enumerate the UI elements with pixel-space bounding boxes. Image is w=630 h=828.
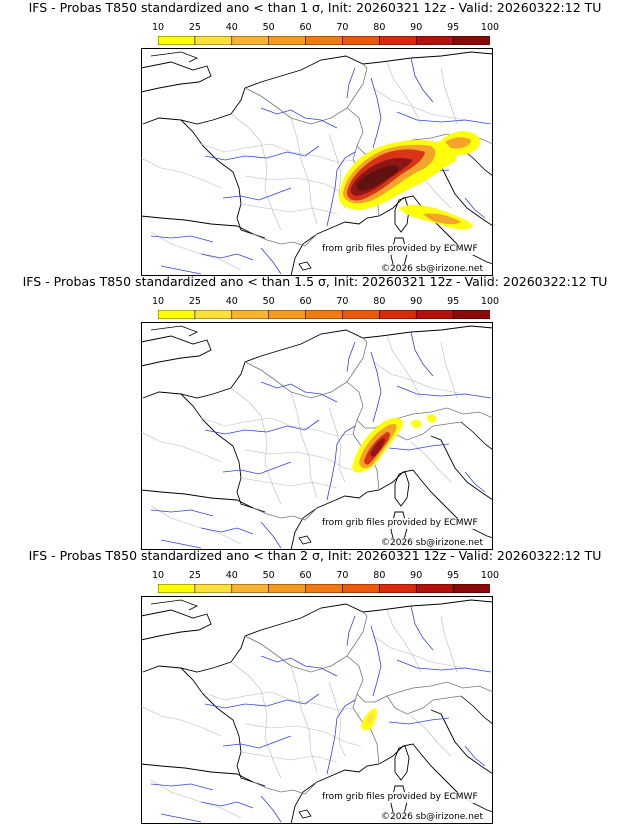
colorbar-segment — [158, 36, 196, 45]
colorbar-tick-label: 40 — [225, 296, 238, 307]
colorbar-segment — [305, 310, 344, 319]
colorbar-tick-label: 60 — [299, 22, 312, 33]
colorbar-tick-label: 80 — [373, 22, 386, 33]
copyright-credit: ©2026 sb@irizone.net — [380, 538, 484, 549]
colorbar-tick-label: 10 — [151, 570, 165, 581]
colorbar-tick-label: 80 — [373, 570, 386, 581]
colorbar-tick-label: 25 — [188, 570, 201, 581]
colorbar-tick-label: 70 — [336, 22, 349, 33]
colorbar-segment — [231, 36, 270, 45]
colorbar-tick-label: 40 — [225, 22, 238, 33]
colorbar-segment — [415, 310, 454, 319]
colorbar-tick-label: 95 — [447, 296, 460, 307]
colorbar-segment — [231, 310, 270, 319]
map — [141, 48, 493, 276]
map-frame — [141, 596, 493, 824]
colorbar-tick-label: 95 — [447, 22, 460, 33]
colorbar-tick-label: 100 — [480, 296, 500, 307]
colorbar-tick-label: 60 — [299, 296, 312, 307]
colorbar-tick-label: 70 — [336, 570, 349, 581]
map-frame — [141, 322, 493, 550]
colorbar-segment — [452, 36, 490, 45]
colorbar-tick-label: 50 — [262, 570, 275, 581]
colorbar-segment — [158, 584, 196, 593]
colorbar — [158, 36, 490, 45]
colorbar-tick-label: 25 — [188, 22, 201, 33]
colorbar-segment — [305, 584, 344, 593]
panel-title: IFS - Probas T850 standardized ano < tha… — [28, 548, 602, 563]
colorbar-tick-label: 90 — [410, 570, 423, 581]
map — [141, 596, 493, 824]
colorbar-segment — [379, 36, 417, 45]
colorbar-tick-label: 10 — [151, 22, 165, 33]
colorbar-tick-label: 80 — [373, 296, 386, 307]
panel-title: IFS - Probas T850 standardized ano < tha… — [28, 0, 602, 15]
colorbar-tick-label: 100 — [480, 22, 500, 33]
panel-title: IFS - Probas T850 standardized ano < tha… — [22, 274, 608, 289]
colorbar-tick-label: 60 — [299, 570, 312, 581]
colorbar-segment — [342, 310, 380, 319]
colorbar-tick-label: 10 — [151, 296, 165, 307]
colorbar-segment — [415, 584, 454, 593]
source-credit: from grib files provided by ECMWF — [321, 518, 479, 529]
copyright-credit: ©2026 sb@irizone.net — [380, 264, 484, 275]
colorbar-tick-label: 100 — [480, 570, 500, 581]
colorbar — [158, 584, 490, 593]
probability-area — [352, 414, 437, 473]
panel-1sigma: IFS - Probas T850 standardized ano < tha… — [0, 0, 630, 276]
colorbar-tick-label: 50 — [262, 296, 275, 307]
colorbar-segment — [342, 584, 380, 593]
colorbar-tick-label: 50 — [262, 22, 275, 33]
colorbar-segment — [268, 584, 307, 593]
colorbar-segment — [342, 36, 380, 45]
source-credit: from grib files provided by ECMWF — [321, 792, 479, 803]
colorbar-segment — [194, 36, 233, 45]
colorbar-segment — [231, 584, 270, 593]
panel-2sigma: IFS - Probas T850 standardized ano < tha… — [0, 548, 630, 824]
colorbar-segment — [379, 310, 417, 319]
map — [141, 322, 493, 550]
source-credit: from grib files provided by ECMWF — [321, 244, 479, 255]
probability-area — [361, 708, 378, 731]
colorbar-segment — [452, 584, 490, 593]
colorbar-tick-label: 40 — [225, 570, 238, 581]
colorbar-tick-label: 90 — [410, 22, 423, 33]
colorbar-segment — [452, 310, 490, 319]
colorbar-tick-label: 70 — [336, 296, 349, 307]
colorbar-segment — [379, 584, 417, 593]
colorbar-segment — [194, 310, 233, 319]
copyright-credit: ©2026 sb@irizone.net — [380, 812, 484, 823]
colorbar-segment — [158, 310, 196, 319]
panel-1-5sigma: IFS - Probas T850 standardized ano < tha… — [0, 274, 630, 550]
colorbar-tick-label: 90 — [410, 296, 423, 307]
colorbar-segment — [268, 36, 307, 45]
colorbar-segment — [194, 584, 233, 593]
colorbar-segment — [305, 36, 344, 45]
colorbar-segment — [415, 36, 454, 45]
colorbar-tick-label: 25 — [188, 296, 201, 307]
probability-area — [339, 131, 481, 230]
colorbar-segment — [268, 310, 307, 319]
colorbar — [158, 310, 490, 319]
colorbar-tick-label: 95 — [447, 570, 460, 581]
